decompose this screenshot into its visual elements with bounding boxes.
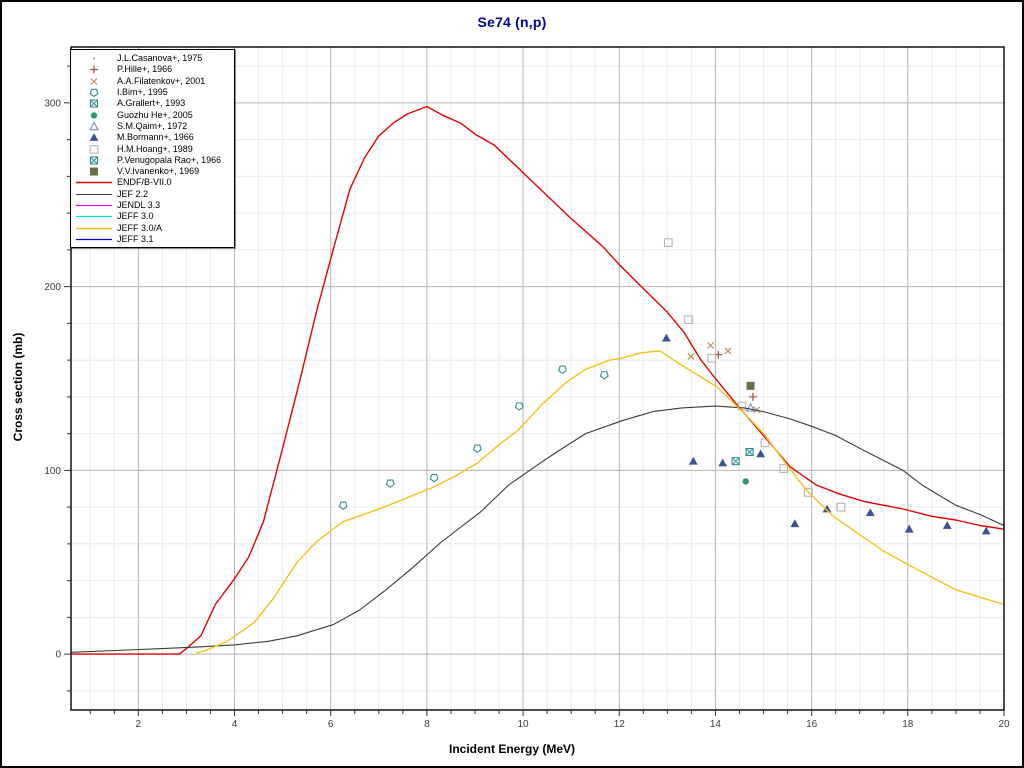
legend-item: J.L.Casanova+, 1975	[71, 53, 234, 64]
curve-jef-2-2	[70, 405, 1005, 653]
series-m-bormann-1966	[661, 333, 991, 535]
y-tick-label: 0	[55, 650, 61, 661]
legend-marker-icon	[89, 133, 99, 142]
legend-item: ENDF/B-VII.0	[71, 177, 234, 188]
legend-marker-icon	[89, 144, 99, 154]
legend-item-label: V.V.Ivanenko+, 1969	[117, 166, 200, 177]
legend-item: V.V.Ivanenko+, 1969	[71, 166, 234, 177]
legend-marker-icon	[90, 77, 98, 85]
series-a-a-filatenkov-2001	[687, 342, 761, 414]
legend-marker-icon	[90, 111, 98, 119]
legend-line-swatch	[76, 238, 112, 240]
x-axis-title: Incident Energy (MeV)	[448, 742, 576, 756]
m	[687, 353, 695, 360]
legend-item-label: JEFF 3.0/A	[117, 222, 163, 233]
legend-box: J.L.Casanova+, 1975 P.Hille+, 1966 A.A.Fil…	[70, 49, 235, 249]
legend-item: A.A.Filatenkov+, 2001	[71, 76, 234, 87]
legend-marker-icon	[93, 57, 95, 60]
legend-line-swatch	[76, 193, 112, 195]
legend-item: Guozhu He+, 2005	[71, 109, 234, 120]
legend-item-label: I.Bim+, 1995	[117, 87, 168, 98]
legend-item: JEF 2.2	[71, 189, 234, 200]
x-tick-label: 2	[136, 719, 142, 730]
legend-item-label: H.M.Hoang+, 1989	[117, 143, 193, 154]
m	[90, 99, 98, 108]
legend-item-label: M.Bormann+, 1966	[117, 132, 194, 143]
plot-frame	[70, 46, 1005, 711]
legend-item: JENDL 3.3	[71, 200, 234, 211]
legend-item-label: P.Hille+, 1966	[117, 64, 173, 75]
legend-line-swatch	[76, 204, 112, 207]
x-tick-label: 16	[806, 719, 818, 730]
legend-marker-icon	[90, 167, 98, 176]
m	[745, 448, 754, 456]
legend-marker-icon	[89, 156, 99, 165]
curve-jeff-3-0-a	[195, 350, 1005, 654]
x-tick-label: 10	[518, 719, 530, 730]
series-p-hille-1966	[714, 350, 757, 401]
chart-title: Se74 (n,p)	[477, 14, 547, 30]
x-tick-label: 6	[328, 719, 334, 730]
legend-item-label: A.Grallert+, 1993	[117, 98, 186, 109]
x-tick-label: 4	[232, 719, 238, 730]
legend-item-label: A.A.Filatenkov+, 2001	[117, 75, 206, 86]
legend-line-swatch	[76, 227, 112, 229]
m	[90, 156, 98, 165]
legend-item-label: JEFF 3.1	[117, 233, 154, 244]
series-a-grallert-1993	[731, 457, 740, 466]
x-tick-label: 14	[710, 719, 722, 730]
legend-marker-icon	[89, 121, 99, 131]
x-tick-label: 12	[614, 719, 626, 730]
legend-item: JEFF 3.0/A	[71, 222, 234, 233]
series-v-v-ivanenko-1969	[746, 381, 755, 390]
y-tick-label: 100	[44, 466, 61, 477]
series-s-m-qaim-1972	[745, 402, 756, 412]
legend-item: A.Grallert+, 1993	[71, 98, 234, 109]
legend-item-label: JENDL 3.3	[117, 200, 161, 210]
legend-item: P.Venugopala Rao+, 1966	[71, 155, 234, 166]
m	[753, 406, 761, 414]
m	[707, 342, 715, 349]
legend-item-label: Guozhu He+, 2005	[117, 109, 193, 120]
legend-marker-icon	[90, 65, 98, 74]
legend-item-label: S.M.Qaim+, 1972	[117, 120, 188, 131]
x-tick-label: 18	[902, 719, 914, 730]
m	[724, 347, 732, 355]
legend-item-label: JEF 2.2	[117, 188, 149, 199]
legend-item: H.M.Hoang+, 1989	[71, 143, 234, 154]
legend-line-swatch	[76, 216, 112, 218]
x-tick-label: 8	[424, 719, 430, 730]
legend-item-label: JEFF 3.0	[117, 211, 154, 222]
legend-item: I.Bim+, 1995	[71, 87, 234, 98]
legend-item-label: P.Venugopala Rao+, 1966	[117, 154, 222, 165]
x-tick-label: 20	[998, 719, 1010, 730]
series-p-venugopala-rao-1966	[745, 447, 754, 457]
legend-item-label: J.L.Casanova+, 1975	[117, 53, 203, 64]
legend-item: M.Bormann+, 1966	[71, 132, 234, 143]
legend-marker-icon	[89, 88, 99, 98]
m	[731, 457, 740, 466]
y-tick-label: 300	[44, 98, 61, 109]
legend-item: JEFF 3.1	[71, 234, 234, 245]
legend-marker-icon	[89, 99, 99, 108]
y-tick-label: 200	[44, 282, 61, 293]
series-guozhu-he-2005	[742, 478, 749, 485]
series-i-bim-1995	[338, 365, 609, 510]
curve-endf-b-vii-0	[71, 105, 1005, 655]
legend-item-label: ENDF/B-VII.0	[117, 177, 172, 188]
legend-item: S.M.Qaim+, 1972	[71, 121, 234, 132]
legend-line-swatch	[76, 182, 112, 184]
legend-item: P.Hille+, 1966	[71, 64, 234, 75]
legend-item: JEFF 3.0	[71, 211, 234, 222]
m	[90, 77, 98, 85]
